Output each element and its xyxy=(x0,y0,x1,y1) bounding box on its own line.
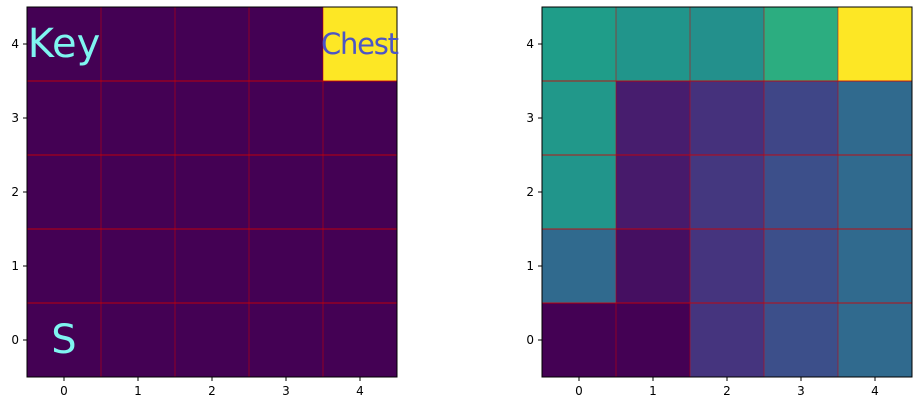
heatmap-cell xyxy=(690,155,765,230)
heatmap-cell xyxy=(764,81,839,156)
heatmap-cell xyxy=(616,81,691,156)
heatmap-cell xyxy=(616,7,691,82)
heatmap-cell xyxy=(542,229,617,304)
annotation-chest: Chest xyxy=(321,27,399,61)
heatmap-cell xyxy=(27,303,102,378)
heatmap-cell xyxy=(101,229,176,304)
x-tick-label: 1 xyxy=(649,384,657,398)
y-tick-label: 2 xyxy=(526,185,534,199)
heatmap-cell xyxy=(323,229,398,304)
x-tick-label: 4 xyxy=(356,384,364,398)
heatmap-cell xyxy=(175,155,250,230)
heatmap-cell xyxy=(175,303,250,378)
heatmap-cell xyxy=(249,81,324,156)
x-tick-label: 0 xyxy=(575,384,583,398)
heatmap-cell xyxy=(690,81,765,156)
heatmap-cell xyxy=(838,229,913,304)
x-tick-label: 2 xyxy=(208,384,216,398)
heatmap-cell xyxy=(764,303,839,378)
heatmap-cell xyxy=(764,229,839,304)
heatmap-cell xyxy=(542,81,617,156)
heatmap-cell xyxy=(690,303,765,378)
heatmap-cell xyxy=(616,303,691,378)
x-tick-label: 2 xyxy=(723,384,731,398)
heatmap-cell xyxy=(616,229,691,304)
heatmap-cell xyxy=(175,229,250,304)
heatmap-cell xyxy=(764,7,839,82)
annotation-s: S xyxy=(51,317,76,363)
heatmap-cell xyxy=(175,7,250,82)
heatmap-cell xyxy=(838,303,913,378)
y-tick-label: 4 xyxy=(526,37,534,51)
heatmap-cell xyxy=(249,7,324,82)
heatmap-cell xyxy=(690,7,765,82)
annotation-key: Key xyxy=(28,21,101,67)
y-tick-label: 0 xyxy=(11,333,19,347)
y-tick-label: 4 xyxy=(11,37,19,51)
heatmap-cell xyxy=(175,81,250,156)
x-tick-label: 3 xyxy=(282,384,290,398)
heatmap-cell xyxy=(323,81,398,156)
heatmap-cell xyxy=(838,81,913,156)
heatmap-cell xyxy=(542,155,617,230)
y-tick-label: 1 xyxy=(526,259,534,273)
y-tick-label: 3 xyxy=(11,111,19,125)
x-tick-label: 4 xyxy=(871,384,879,398)
y-tick-label: 2 xyxy=(11,185,19,199)
heatmap-cell xyxy=(764,155,839,230)
heatmap-cell xyxy=(323,7,398,82)
heatmap-cell xyxy=(27,229,102,304)
heatmap-cell xyxy=(249,229,324,304)
heatmap-cell xyxy=(838,155,913,230)
heatmap-cell xyxy=(838,7,913,82)
heatmap-1: 0 1 2 3 4 0 1 2 3 4 xyxy=(526,6,913,398)
x-tick-label: 0 xyxy=(60,384,68,398)
heatmap-cell xyxy=(249,303,324,378)
heatmap-cell xyxy=(101,303,176,378)
heatmap-cell xyxy=(542,7,617,82)
y-tick-label: 0 xyxy=(526,333,534,347)
heatmap-cell xyxy=(101,155,176,230)
heatmap-cell xyxy=(616,155,691,230)
y-tick-label: 1 xyxy=(11,259,19,273)
heatmap-cell xyxy=(27,7,102,82)
heatmap-cell xyxy=(249,155,324,230)
heatmap-cell xyxy=(101,81,176,156)
heatmap-cell xyxy=(542,303,617,378)
y-tick-label: 3 xyxy=(526,111,534,125)
heatmap-cell xyxy=(323,303,398,378)
heatmap-cell xyxy=(27,155,102,230)
heatmap-cell xyxy=(690,229,765,304)
x-tick-label: 3 xyxy=(797,384,805,398)
heatmap-cell xyxy=(323,155,398,230)
x-tick-label: 1 xyxy=(134,384,142,398)
heatmap-cell xyxy=(101,7,176,82)
heatmap-0: 0 1 2 3 4 0 1 2 3 4 Key Chest S xyxy=(11,6,399,398)
heatmap-cell xyxy=(27,81,102,156)
